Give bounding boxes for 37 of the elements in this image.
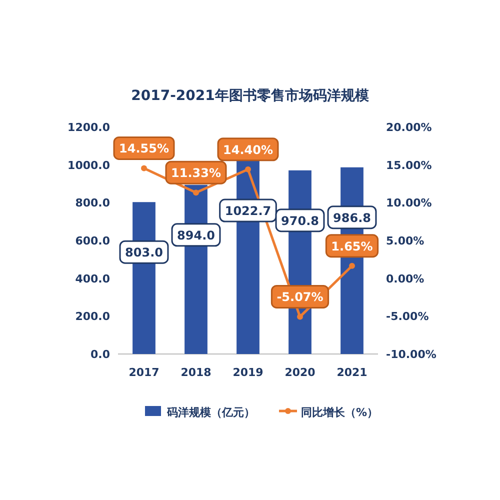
y-tick-label: 1000.0 — [68, 158, 110, 172]
x-tick-label: 2017 — [128, 366, 160, 379]
y2-tick-label: 20.00% — [386, 121, 432, 134]
data-label: 1022.7 — [224, 204, 272, 218]
data-label: -5.07% — [276, 290, 324, 304]
data-label: 970.8 — [281, 214, 319, 228]
y2-tick-label: -10.00% — [386, 348, 436, 361]
data-label: 986.8 — [333, 210, 371, 225]
y2-tick-label: -5.00% — [386, 310, 429, 324]
legend-label: 码洋规模（亿元） — [166, 406, 255, 419]
point — [193, 190, 199, 196]
data-label: 1.65% — [331, 239, 373, 254]
data-label: 14.55% — [119, 142, 169, 156]
y2-tick-label: 5.00% — [386, 234, 424, 248]
legend-label: 同比增长（%） — [301, 406, 378, 419]
y-tick-label: 1200.0 — [68, 121, 110, 134]
x-tick-label: 2020 — [284, 366, 316, 379]
y-tick-label: 800.0 — [75, 196, 110, 210]
point — [245, 166, 251, 172]
chart-title: 2017-2021年图书零售市场码洋规模 — [131, 87, 370, 104]
point — [297, 314, 303, 320]
x-tick-label: 2019 — [232, 366, 264, 379]
y-tick-label: 600.0 — [75, 234, 110, 248]
y-tick-label: 200.0 — [75, 310, 110, 324]
x-tick-label: 2018 — [180, 366, 212, 379]
point — [349, 262, 355, 269]
data-label: 894.0 — [177, 228, 215, 242]
data-label: 803.0 — [125, 246, 163, 260]
data-label: 11.33% — [171, 166, 221, 180]
y2-tick-label: 15.00% — [386, 158, 432, 172]
x-tick-label: 2021 — [336, 366, 368, 379]
y2-tick-label: 0.00% — [386, 272, 424, 286]
data-label: 14.40% — [223, 142, 273, 157]
y-tick-label: 400.0 — [75, 272, 110, 286]
y-tick-label: 0.0 — [90, 348, 110, 361]
y2-tick-label: 10.00% — [386, 196, 432, 210]
point — [141, 165, 147, 172]
